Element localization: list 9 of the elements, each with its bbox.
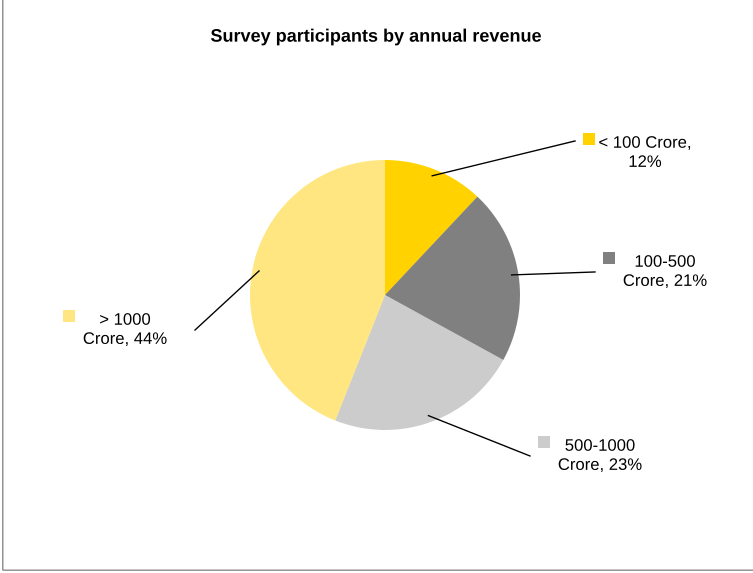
legend-label: 500-1000 Crore, 23% — [558, 439, 642, 472]
pie-slice — [385, 160, 478, 295]
legend-label: > 1000 Crore, 44% — [84, 313, 167, 346]
chart-title: Survey participants by annual revenue — [210, 28, 541, 46]
pie-slice — [335, 295, 504, 430]
legend-label: < 100 Crore, 12% — [599, 136, 690, 167]
pie-slice — [250, 160, 385, 421]
legend-label: 100-500 Crore, 21% — [624, 255, 707, 288]
pie-slice — [385, 196, 520, 360]
